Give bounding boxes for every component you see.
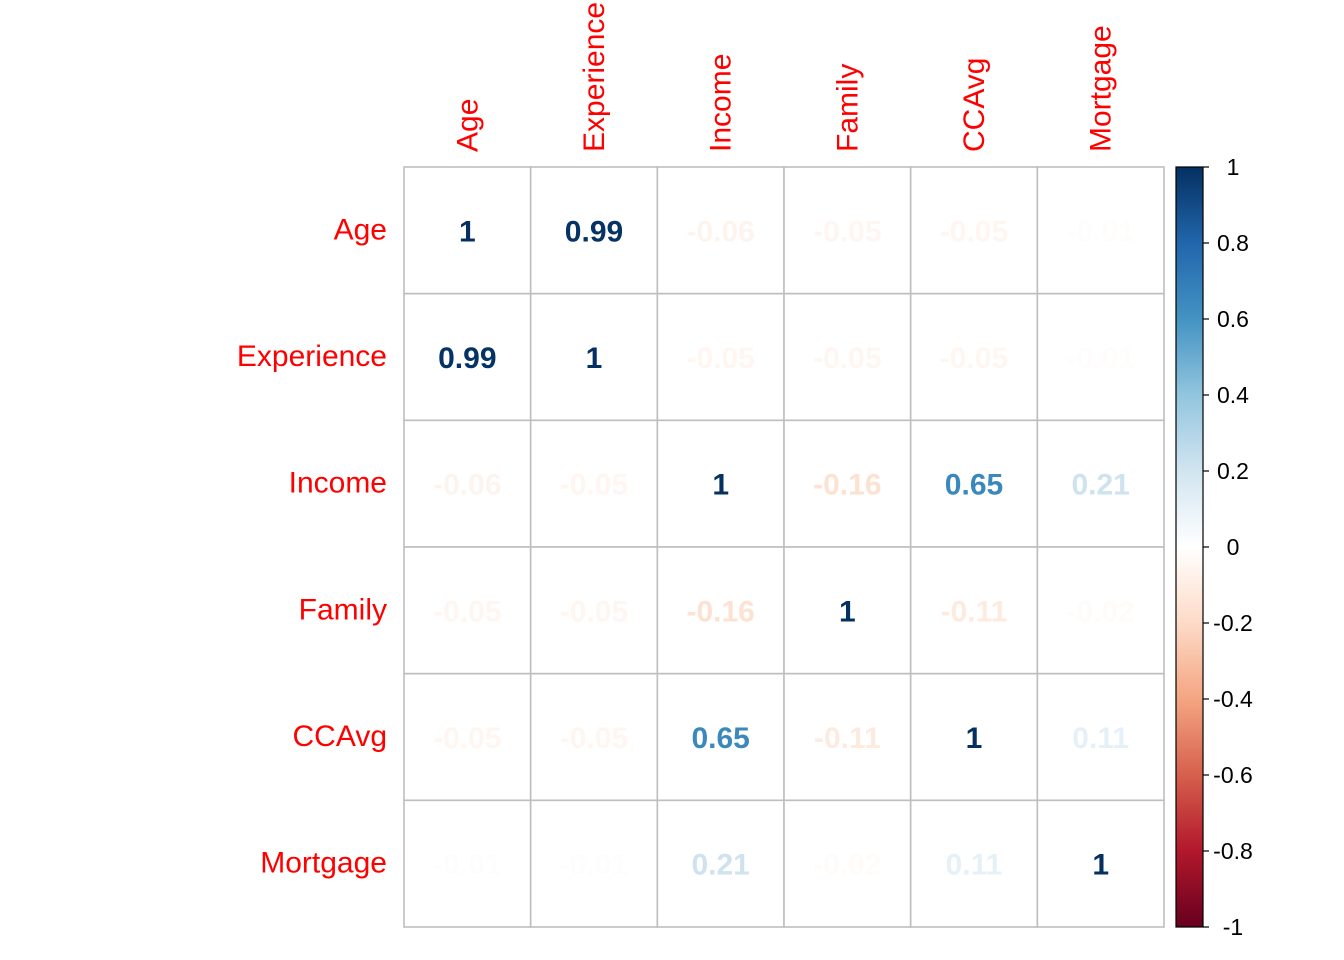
- cell-value: 1: [839, 595, 856, 628]
- cell-value: 0.11: [946, 849, 1003, 882]
- legend-tick-label: -1: [1223, 914, 1243, 940]
- column-labels: Age Experience Income Family CCAvg Mortgage: [451, 2, 1117, 152]
- cell-value: -0.05: [560, 722, 628, 755]
- grid-cell: [909, 672, 1039, 802]
- cell-value: -0.01: [1066, 215, 1134, 248]
- column-label: Family: [831, 64, 864, 152]
- column-label: Mortgage: [1085, 25, 1118, 152]
- row-label: Income: [289, 467, 387, 500]
- grid-cell: [783, 546, 912, 675]
- grid-cell: [403, 799, 532, 928]
- grid-cell: [1036, 292, 1165, 422]
- cell-value: 1: [586, 342, 603, 375]
- legend-tick-label: 0.2: [1217, 458, 1249, 484]
- grid-cell: [403, 419, 532, 548]
- legend-tick-label: 0.4: [1217, 382, 1249, 408]
- grid-cell: [656, 166, 785, 295]
- grid-cell: [783, 292, 912, 422]
- row-labels: Age Experience Income Family CCAvg Mortgage: [237, 213, 387, 879]
- cell-value: -0.05: [813, 342, 881, 375]
- grid-cell: [529, 419, 659, 548]
- grid-cell: [656, 672, 785, 802]
- cell-value: 1: [459, 215, 476, 248]
- row-label: CCAvg: [293, 720, 387, 753]
- row-label: Experience: [237, 340, 387, 373]
- cell-value: 0.99: [565, 215, 623, 248]
- cell-value: -0.01: [1066, 342, 1134, 375]
- grid-cell: [403, 672, 532, 802]
- row-label: Family: [299, 593, 387, 626]
- correlation-grid: [403, 166, 1165, 928]
- grid-cell: [909, 166, 1039, 295]
- value-labels: 1 0.99 -0.06 -0.05 -0.05 -0.01 0.99 1 -0.05 -0.05…: [433, 215, 1135, 881]
- legend-tick-label: 0.8: [1217, 230, 1249, 256]
- cell-value: 0.65: [691, 722, 749, 755]
- cell-value: -0.02: [813, 849, 881, 882]
- cell-value: -0.05: [940, 215, 1008, 248]
- cell-value: -0.06: [433, 469, 501, 502]
- legend-tick-label: 0.6: [1217, 306, 1249, 332]
- cell-value: -0.01: [560, 849, 628, 882]
- cell-value: -0.01: [433, 849, 501, 882]
- grid-cell: [403, 546, 532, 675]
- cell-value: 0.21: [691, 849, 749, 882]
- grid-cell: [1036, 419, 1165, 548]
- cell-value: 0.21: [1071, 469, 1129, 502]
- cell-value: -0.05: [433, 722, 501, 755]
- cell-value: 0.11: [1072, 722, 1129, 755]
- grid-cell: [656, 546, 785, 675]
- cell-value: 1: [1092, 849, 1109, 882]
- grid-cell: [1036, 672, 1165, 802]
- grid-cell: [529, 292, 659, 422]
- cell-value: -0.05: [560, 595, 628, 628]
- cell-value: 1: [712, 469, 729, 502]
- grid-cell: [909, 546, 1039, 675]
- grid-cell: [783, 166, 912, 295]
- cell-value: -0.05: [686, 342, 754, 375]
- cell-value: -0.16: [686, 595, 754, 628]
- color-legend: 1 0.8 0.6 0.4 0.2 0 -0.2 -0.4 -0.6 -0.8 -1: [1175, 154, 1253, 940]
- cell-value: -0.05: [940, 342, 1008, 375]
- grid-cell: [1036, 799, 1165, 928]
- legend-tick-label: -0.2: [1213, 610, 1253, 636]
- column-label: Income: [705, 54, 738, 152]
- grid-cell: [529, 166, 659, 295]
- cell-value: 1: [966, 722, 983, 755]
- grid-cell: [529, 546, 659, 675]
- cell-value: -0.16: [813, 469, 881, 502]
- legend-colorbar: [1175, 166, 1204, 928]
- grid-cell: [783, 672, 912, 802]
- cell-value: 0.65: [945, 469, 1003, 502]
- row-label: Age: [334, 213, 387, 246]
- legend-tick-label: 1: [1227, 154, 1240, 180]
- cell-value: -0.05: [560, 469, 628, 502]
- grid-cell: [783, 799, 912, 928]
- grid-cell: [909, 799, 1039, 928]
- grid-cell: [403, 166, 532, 295]
- cell-value: -0.11: [814, 722, 881, 755]
- cell-value: -0.06: [686, 215, 754, 248]
- cell-value: -0.02: [1066, 595, 1134, 628]
- legend-tick-label: -0.6: [1213, 762, 1253, 788]
- grid-cell: [783, 419, 912, 548]
- cell-value: -0.11: [941, 595, 1008, 628]
- column-label: Age: [451, 99, 484, 152]
- cell-value: 0.99: [438, 342, 496, 375]
- row-label: Mortgage: [260, 847, 387, 880]
- legend-tick-label: -0.4: [1213, 686, 1253, 712]
- grid-cell: [909, 419, 1039, 548]
- legend-tick-label: 0: [1227, 534, 1240, 560]
- cell-value: -0.05: [813, 215, 881, 248]
- column-label: Experience: [578, 2, 611, 152]
- legend-tick-label: -0.8: [1213, 838, 1253, 864]
- column-label: CCAvg: [958, 58, 991, 152]
- cell-value: -0.05: [433, 595, 501, 628]
- grid-cell: [1036, 546, 1165, 675]
- grid-cell: [1036, 166, 1165, 295]
